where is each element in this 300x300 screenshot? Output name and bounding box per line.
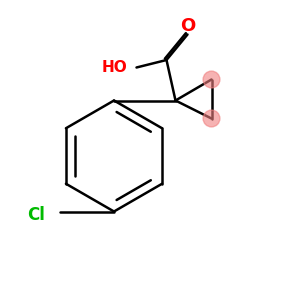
Circle shape — [203, 71, 220, 88]
Text: HO: HO — [102, 60, 128, 75]
Text: O: O — [180, 17, 195, 35]
Circle shape — [203, 110, 220, 127]
Text: Cl: Cl — [27, 206, 45, 224]
